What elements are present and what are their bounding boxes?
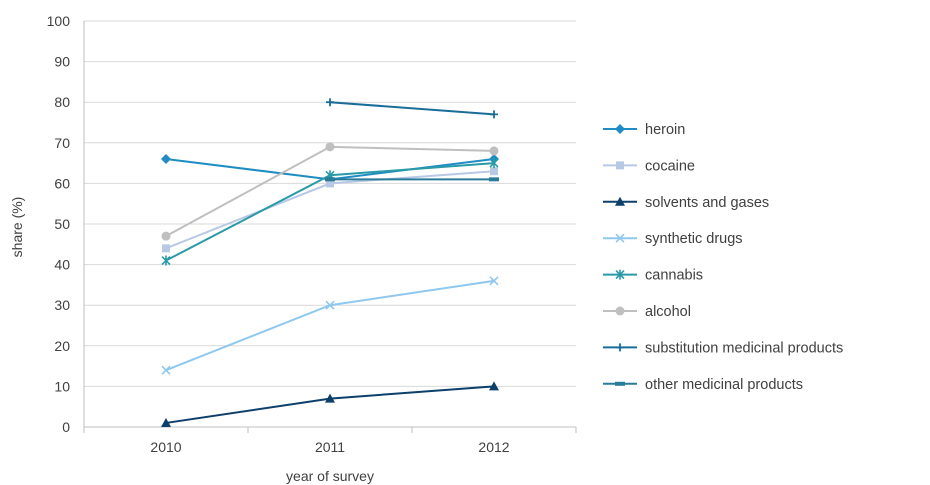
y-tick-label: 90 — [54, 54, 70, 70]
y-tick-label: 60 — [54, 175, 70, 191]
series-alcohol — [161, 142, 499, 241]
series-line — [165, 145, 495, 238]
legend-item: heroin — [603, 122, 685, 138]
data-point — [490, 110, 498, 119]
series-other-medicinal-products — [325, 177, 499, 182]
data-point — [489, 158, 499, 169]
data-point — [161, 154, 171, 165]
data-point — [161, 255, 171, 266]
legend-marker — [615, 233, 625, 243]
y-tick-label: 0 — [62, 419, 70, 435]
series-solvents-and-gases — [161, 381, 499, 427]
x-tick-label: 2011 — [315, 439, 345, 455]
y-tick-label: 10 — [54, 378, 70, 394]
data-point — [489, 381, 499, 391]
data-point — [161, 417, 171, 427]
axes — [83, 21, 577, 433]
series-cocaine — [162, 167, 498, 253]
data-point — [161, 231, 171, 241]
legend-item: other medicinal products — [603, 377, 803, 393]
series-synthetic-drugs — [161, 276, 499, 375]
legend-marker — [615, 196, 625, 206]
y-tick-label: 70 — [54, 135, 70, 151]
legend-item: solvents and gases — [603, 195, 769, 211]
legend-label: cannabis — [645, 268, 703, 284]
y-tick-label: 80 — [54, 94, 70, 110]
series-line — [329, 101, 495, 116]
legend-marker — [616, 161, 624, 170]
legend-label: synthetic drugs — [645, 231, 743, 247]
legend-label: alcohol — [645, 304, 691, 320]
data-point — [325, 393, 335, 403]
legend-label: heroin — [645, 122, 685, 138]
series-line — [165, 385, 495, 424]
grid-lines — [84, 20, 576, 387]
y-tick-label: 40 — [54, 257, 70, 273]
legend-item: cocaine — [603, 158, 695, 174]
legend-label: other medicinal products — [645, 377, 803, 393]
y-tick-label: 50 — [54, 216, 70, 232]
data-point — [489, 146, 499, 156]
data-point — [489, 276, 499, 286]
x-tick-label: 2012 — [478, 439, 509, 455]
legend-item: substitution medicinal products — [603, 340, 843, 356]
series-lines — [161, 98, 499, 427]
data-point — [490, 167, 498, 176]
legend-item: cannabis — [603, 268, 703, 284]
data-point — [326, 179, 334, 188]
data-point — [325, 300, 335, 310]
y-tick-labels: 0 10 20 30 40 50 60 70 80 90 100 — [47, 13, 71, 435]
y-tick-label: 100 — [47, 13, 71, 29]
series-substitution-medicinal-products — [326, 98, 498, 119]
data-point — [162, 244, 170, 253]
legend-item: synthetic drugs — [603, 231, 743, 247]
data-point — [161, 365, 171, 375]
y-tick-label: 20 — [54, 338, 70, 354]
legend-label: solvents and gases — [645, 195, 769, 211]
legend-marker — [615, 306, 625, 316]
y-axis-title: share (%) — [9, 197, 25, 258]
legend-label: cocaine — [645, 158, 695, 174]
legend-marker — [616, 343, 624, 352]
x-axis-title: year of survey — [286, 468, 374, 484]
data-point — [325, 142, 335, 152]
legend-marker — [615, 124, 625, 134]
legend-marker — [615, 269, 625, 280]
x-tick-labels: 2010 2011 2012 — [150, 439, 509, 455]
legend-item: alcohol — [603, 304, 691, 320]
legend: heroin cocaine solvents and gases synthetic… — [603, 122, 843, 393]
data-point — [489, 177, 499, 182]
data-point — [325, 177, 335, 182]
x-tick-label: 2010 — [150, 439, 181, 455]
data-point — [326, 98, 334, 107]
series-line — [165, 279, 495, 372]
y-tick-label: 30 — [54, 297, 70, 313]
legend-label: substitution medicinal products — [645, 340, 843, 356]
legend-marker — [615, 381, 625, 386]
